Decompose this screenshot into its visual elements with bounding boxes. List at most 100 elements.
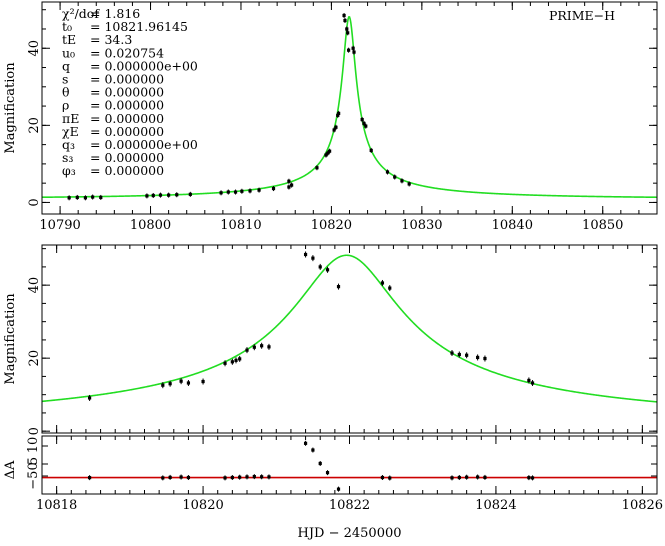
- top-data-point: [83, 196, 88, 200]
- bot-data-point: [87, 476, 92, 480]
- bot-data-point: [457, 475, 461, 480]
- top-xtick-label: 10850: [582, 218, 623, 233]
- fit-parameter-label: ρ: [62, 98, 69, 113]
- top-data-point: [290, 183, 294, 187]
- mid-model-curve: [41, 254, 658, 403]
- mid-data-point: [457, 352, 461, 357]
- fit-parameter-value: = 34.3: [90, 32, 132, 47]
- top-data-point: [287, 179, 291, 183]
- bot-data-point: [179, 475, 183, 479]
- fit-parameter-value: = 0.020754: [90, 45, 164, 60]
- bot-data-point: [168, 475, 172, 479]
- mid-data-point: [168, 382, 172, 386]
- mid-data-point: [388, 286, 392, 290]
- bot-xtick-label: 10824: [475, 498, 516, 513]
- top-data-point: [91, 195, 95, 199]
- top-xtick-label: 10790: [39, 218, 80, 233]
- bot-data-point: [311, 448, 315, 452]
- mid-data-point: [260, 344, 264, 348]
- peak-zoom-panel: 0 20 40 Magnification: [3, 244, 658, 435]
- top-ytick-label: 0: [27, 198, 42, 206]
- top-data-point: [328, 149, 332, 153]
- fit-parameter-label: t₀: [62, 19, 72, 34]
- bot-data-point: [325, 471, 330, 475]
- mid-data-point: [230, 360, 234, 364]
- bot-data-point: [483, 475, 487, 479]
- top-data-point: [248, 189, 252, 193]
- fit-parameter-value: = 0.000000: [90, 98, 164, 113]
- fit-parameter-value: = 0.000000: [90, 124, 164, 139]
- fit-parameter-label: q₃: [62, 137, 75, 152]
- mid-data-point: [234, 358, 238, 362]
- mid-data-point: [267, 345, 271, 349]
- fit-parameter-label: s: [62, 72, 68, 87]
- mid-data-point: [161, 383, 165, 387]
- bot-data-point: [245, 475, 249, 479]
- mid-data-point: [223, 361, 227, 365]
- fit-parameter-label: χ²/dof: [62, 6, 100, 21]
- top-data-point: [67, 196, 71, 200]
- bot-ytick-label: −50: [26, 462, 41, 489]
- bot-data-point: [230, 475, 234, 480]
- mid-ytick-label: 0: [27, 427, 42, 435]
- bot-data-point: [161, 476, 165, 480]
- top-data-point: [324, 153, 328, 157]
- top-data-point: [326, 151, 330, 155]
- top-xtick-label: 10810: [220, 218, 261, 233]
- top-data-point: [407, 182, 411, 186]
- fit-parameter-label: θ: [62, 85, 70, 100]
- top-data-point: [364, 124, 368, 128]
- mid-data-point: [336, 285, 341, 289]
- fit-parameter-label: s₃: [62, 150, 73, 165]
- fit-parameter-value: = 1.816: [90, 6, 140, 21]
- top-data-point: [393, 175, 397, 179]
- mid-data-point: [325, 268, 330, 272]
- bot-data-point: [303, 441, 308, 445]
- top-model-curve: [41, 16, 657, 199]
- top-y-axis-title: Magnification: [3, 62, 18, 154]
- bot-data-point: [388, 476, 392, 480]
- top-data-point: [360, 117, 364, 122]
- top-data-point: [400, 179, 404, 183]
- top-data-point: [226, 190, 230, 194]
- bot-xtick-label: 10822: [329, 498, 370, 513]
- fit-parameter-label: πE: [62, 111, 79, 126]
- bot-data-point: [527, 476, 531, 480]
- mid-data-point: [530, 381, 535, 385]
- top-ytick-label: 40: [27, 40, 42, 57]
- fit-parameter-label: φ₃: [62, 163, 76, 178]
- bot-y-axis-title: ΔA: [3, 460, 18, 479]
- mid-data-point: [318, 265, 322, 269]
- fit-parameter-label: tE: [62, 32, 76, 47]
- top-data-point: [343, 18, 347, 23]
- top-data-point: [167, 193, 171, 197]
- top-data-point: [175, 193, 179, 197]
- top-xtick-label: 10800: [130, 218, 171, 233]
- top-data-point: [337, 111, 341, 115]
- top-data-point: [362, 121, 366, 126]
- mid-ytick-label: 40: [27, 277, 42, 294]
- mid-data-point: [380, 281, 385, 285]
- mid-data-point: [311, 256, 315, 260]
- full-lightcurve-panel: 10790 10800 10810 10820 10830 10840 10850 0 20 40…: [3, 1, 658, 233]
- fit-parameter-value: = 10821.96145: [90, 19, 188, 34]
- top-data-point: [351, 46, 355, 50]
- top-data-point: [257, 188, 261, 192]
- bot-data-point: [238, 475, 242, 479]
- mid-data-point: [186, 381, 191, 385]
- bot-data-point: [260, 475, 264, 479]
- top-data-point: [271, 186, 276, 191]
- bot-data-point: [530, 476, 535, 480]
- top-ytick-label: 20: [27, 117, 42, 134]
- fit-parameter-value: = 0.000000: [90, 72, 164, 87]
- mid-data-point: [527, 378, 531, 383]
- bot-data-point: [318, 461, 322, 466]
- bot-xtick-label: 10818: [36, 498, 77, 513]
- top-xtick-label: 10840: [492, 218, 533, 233]
- mid-data-point: [245, 348, 249, 352]
- bot-data-point: [450, 476, 454, 480]
- mid-ytick-label: 20: [27, 350, 42, 367]
- bot-ytick-label: 5: [26, 457, 41, 465]
- fit-parameter-value: = 0.000000: [90, 85, 164, 100]
